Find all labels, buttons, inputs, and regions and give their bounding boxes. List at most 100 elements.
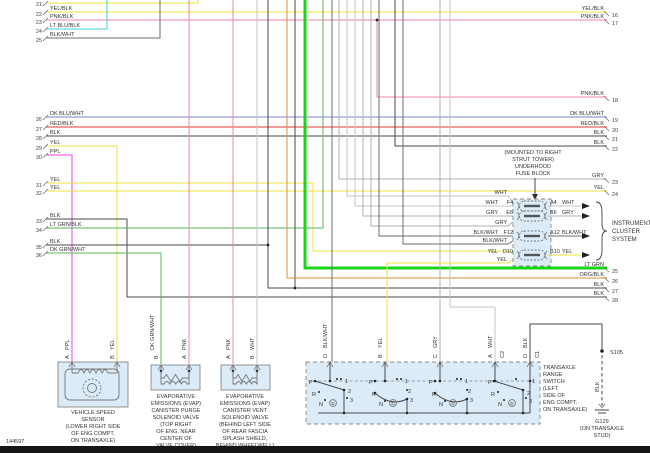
system-label: INSTRUMENT bbox=[612, 221, 650, 227]
component-caption: OF ENG. NEAR bbox=[156, 429, 195, 435]
left-edge-labels: 21 22 YEL/BLK 23 PNK/BLK 24 LT BLU/BLK 2… bbox=[36, 2, 86, 259]
wire-number: 33 bbox=[36, 219, 42, 225]
right-edge-labels: YEL/BLK 16 PNK/BLK 17 PNK/BLK 18 DK BLU/… bbox=[570, 6, 618, 304]
connector-label: C2 bbox=[500, 351, 506, 358]
ground-label: G129 bbox=[595, 419, 608, 425]
wire-label: YEL bbox=[50, 140, 60, 146]
wire-label: BLK/WHT bbox=[323, 323, 329, 348]
wire-number: 30 bbox=[36, 155, 42, 161]
switch-section: P R N D 1 2 3 bbox=[488, 378, 535, 408]
component-caption: SPLASH SHIELD, bbox=[223, 436, 268, 442]
contact-label: 2 bbox=[348, 389, 351, 395]
component-caption: SOLENOID VALVE bbox=[222, 415, 269, 421]
contact-label: R bbox=[372, 392, 376, 398]
wire-label: ORG/BLK bbox=[580, 272, 605, 278]
contact-label: P bbox=[429, 380, 433, 386]
contact-label: 1 bbox=[532, 379, 535, 385]
wire-label: PNK bbox=[182, 338, 188, 350]
wire-label: BLK/WHT bbox=[474, 230, 499, 236]
wire-label: LT GRN bbox=[584, 262, 604, 268]
pin-label: D10 bbox=[503, 249, 513, 255]
contact-label: N bbox=[498, 402, 502, 408]
contact-label: 2 bbox=[468, 389, 471, 395]
contact-label: 3 bbox=[470, 398, 473, 404]
pin-label: F12 bbox=[504, 230, 513, 236]
contact-label: N bbox=[439, 402, 443, 408]
wire-label: BLK bbox=[50, 130, 61, 136]
pin-label: B bbox=[154, 355, 160, 359]
wire-label: PPL bbox=[50, 149, 60, 155]
contact-label: N bbox=[379, 402, 383, 408]
pin-label: B bbox=[110, 355, 116, 359]
component-caption: (BEHIND LEFT SIDE bbox=[219, 422, 271, 428]
wire-label: RED/BLK bbox=[50, 121, 74, 127]
contact-label: 3 bbox=[529, 399, 532, 405]
wire-number: 23 bbox=[36, 20, 42, 26]
switch-section: P R N D 1 2 3 bbox=[309, 378, 353, 408]
wire-label: WHT bbox=[562, 200, 575, 206]
resistor-icon bbox=[160, 371, 190, 383]
page-bottom-bar bbox=[0, 446, 650, 453]
pin-label: E6 bbox=[506, 210, 513, 216]
pin-label: A bbox=[488, 354, 494, 358]
wire-label: BLK bbox=[595, 381, 601, 392]
brace-icon bbox=[595, 201, 608, 261]
component-box bbox=[220, 364, 271, 391]
wire-label: PPL bbox=[65, 340, 71, 350]
contact-label: P bbox=[309, 380, 313, 386]
ground-caption: STUD) bbox=[594, 433, 611, 439]
wire-label: YEL bbox=[110, 340, 116, 350]
wire-label: YEL bbox=[594, 185, 604, 191]
vehicle-speed-sensor: PPL A YEL B VEHICLE SPEED SENSOR (LOWER … bbox=[57, 340, 129, 444]
pin-label: C bbox=[433, 354, 439, 358]
wire-number: 16 bbox=[612, 13, 618, 19]
wire-number: 22 bbox=[36, 12, 42, 18]
wire-label: GRY bbox=[486, 210, 498, 216]
wire-number: 22 bbox=[612, 147, 618, 153]
ground-path: S105 BLK G129 (ON TRANSAXLE STUD) bbox=[529, 323, 624, 439]
wire-number: 31 bbox=[36, 183, 42, 189]
connector-label: C1 bbox=[535, 351, 541, 358]
evap-vent-solenoid-valve: PNK A WHT B EVAPORATIVE EMISSIONS (EVAP)… bbox=[216, 337, 274, 449]
pin-label: A4 bbox=[550, 200, 557, 206]
pin-label: B6 bbox=[550, 210, 557, 216]
wire-label: YEL bbox=[50, 185, 60, 191]
wire-number: 32 bbox=[36, 191, 42, 197]
wire-label: GRY bbox=[433, 336, 439, 348]
component-caption: VEHICLE SPEED bbox=[71, 410, 115, 416]
fuse-connector-row bbox=[516, 230, 590, 242]
contact-label: 2 bbox=[408, 389, 411, 395]
fuse-block-note: (MOUNTED TO RIGHT bbox=[504, 150, 562, 156]
right-arrow-icon bbox=[582, 252, 590, 258]
component-caption: CENTER OF bbox=[160, 436, 192, 442]
wire-number: 21 bbox=[36, 2, 42, 8]
contact-label: P bbox=[488, 380, 492, 386]
edge-wires bbox=[42, 0, 610, 364]
wire-label: LT BLU/BLK bbox=[50, 23, 80, 29]
down-arrow-icon bbox=[598, 403, 606, 409]
contact-label: P bbox=[369, 380, 373, 386]
pin-label: A bbox=[65, 355, 71, 359]
wire-number: 27 bbox=[36, 127, 42, 133]
pin-label: A12 bbox=[550, 230, 560, 236]
diagram-number: 144597 bbox=[6, 439, 24, 445]
switch-section: P R N D 1 2 3 bbox=[369, 378, 413, 408]
wire-label: BLK bbox=[50, 239, 61, 245]
down-arrow-icon bbox=[532, 194, 538, 200]
component-caption: EVAPORATIVE bbox=[226, 394, 264, 400]
contact-label: 3 bbox=[350, 398, 353, 404]
wire-number: 26 bbox=[612, 279, 618, 285]
contact-label: R bbox=[432, 392, 436, 398]
wire-label: YEL bbox=[497, 257, 507, 263]
component-caption: EVAPORATIVE bbox=[157, 394, 195, 400]
contact-label: R bbox=[312, 392, 316, 398]
component-caption: TRANSAXLE bbox=[543, 365, 576, 371]
wire-label: BLK bbox=[523, 337, 529, 348]
pin-label: B bbox=[250, 355, 256, 359]
wire-number: 19 bbox=[612, 118, 618, 124]
wire-label: WHT bbox=[485, 200, 498, 206]
wire-number: 36 bbox=[36, 253, 42, 259]
wire-number: 25 bbox=[36, 38, 42, 44]
wire-label: LT GRN/BLK bbox=[50, 222, 82, 228]
